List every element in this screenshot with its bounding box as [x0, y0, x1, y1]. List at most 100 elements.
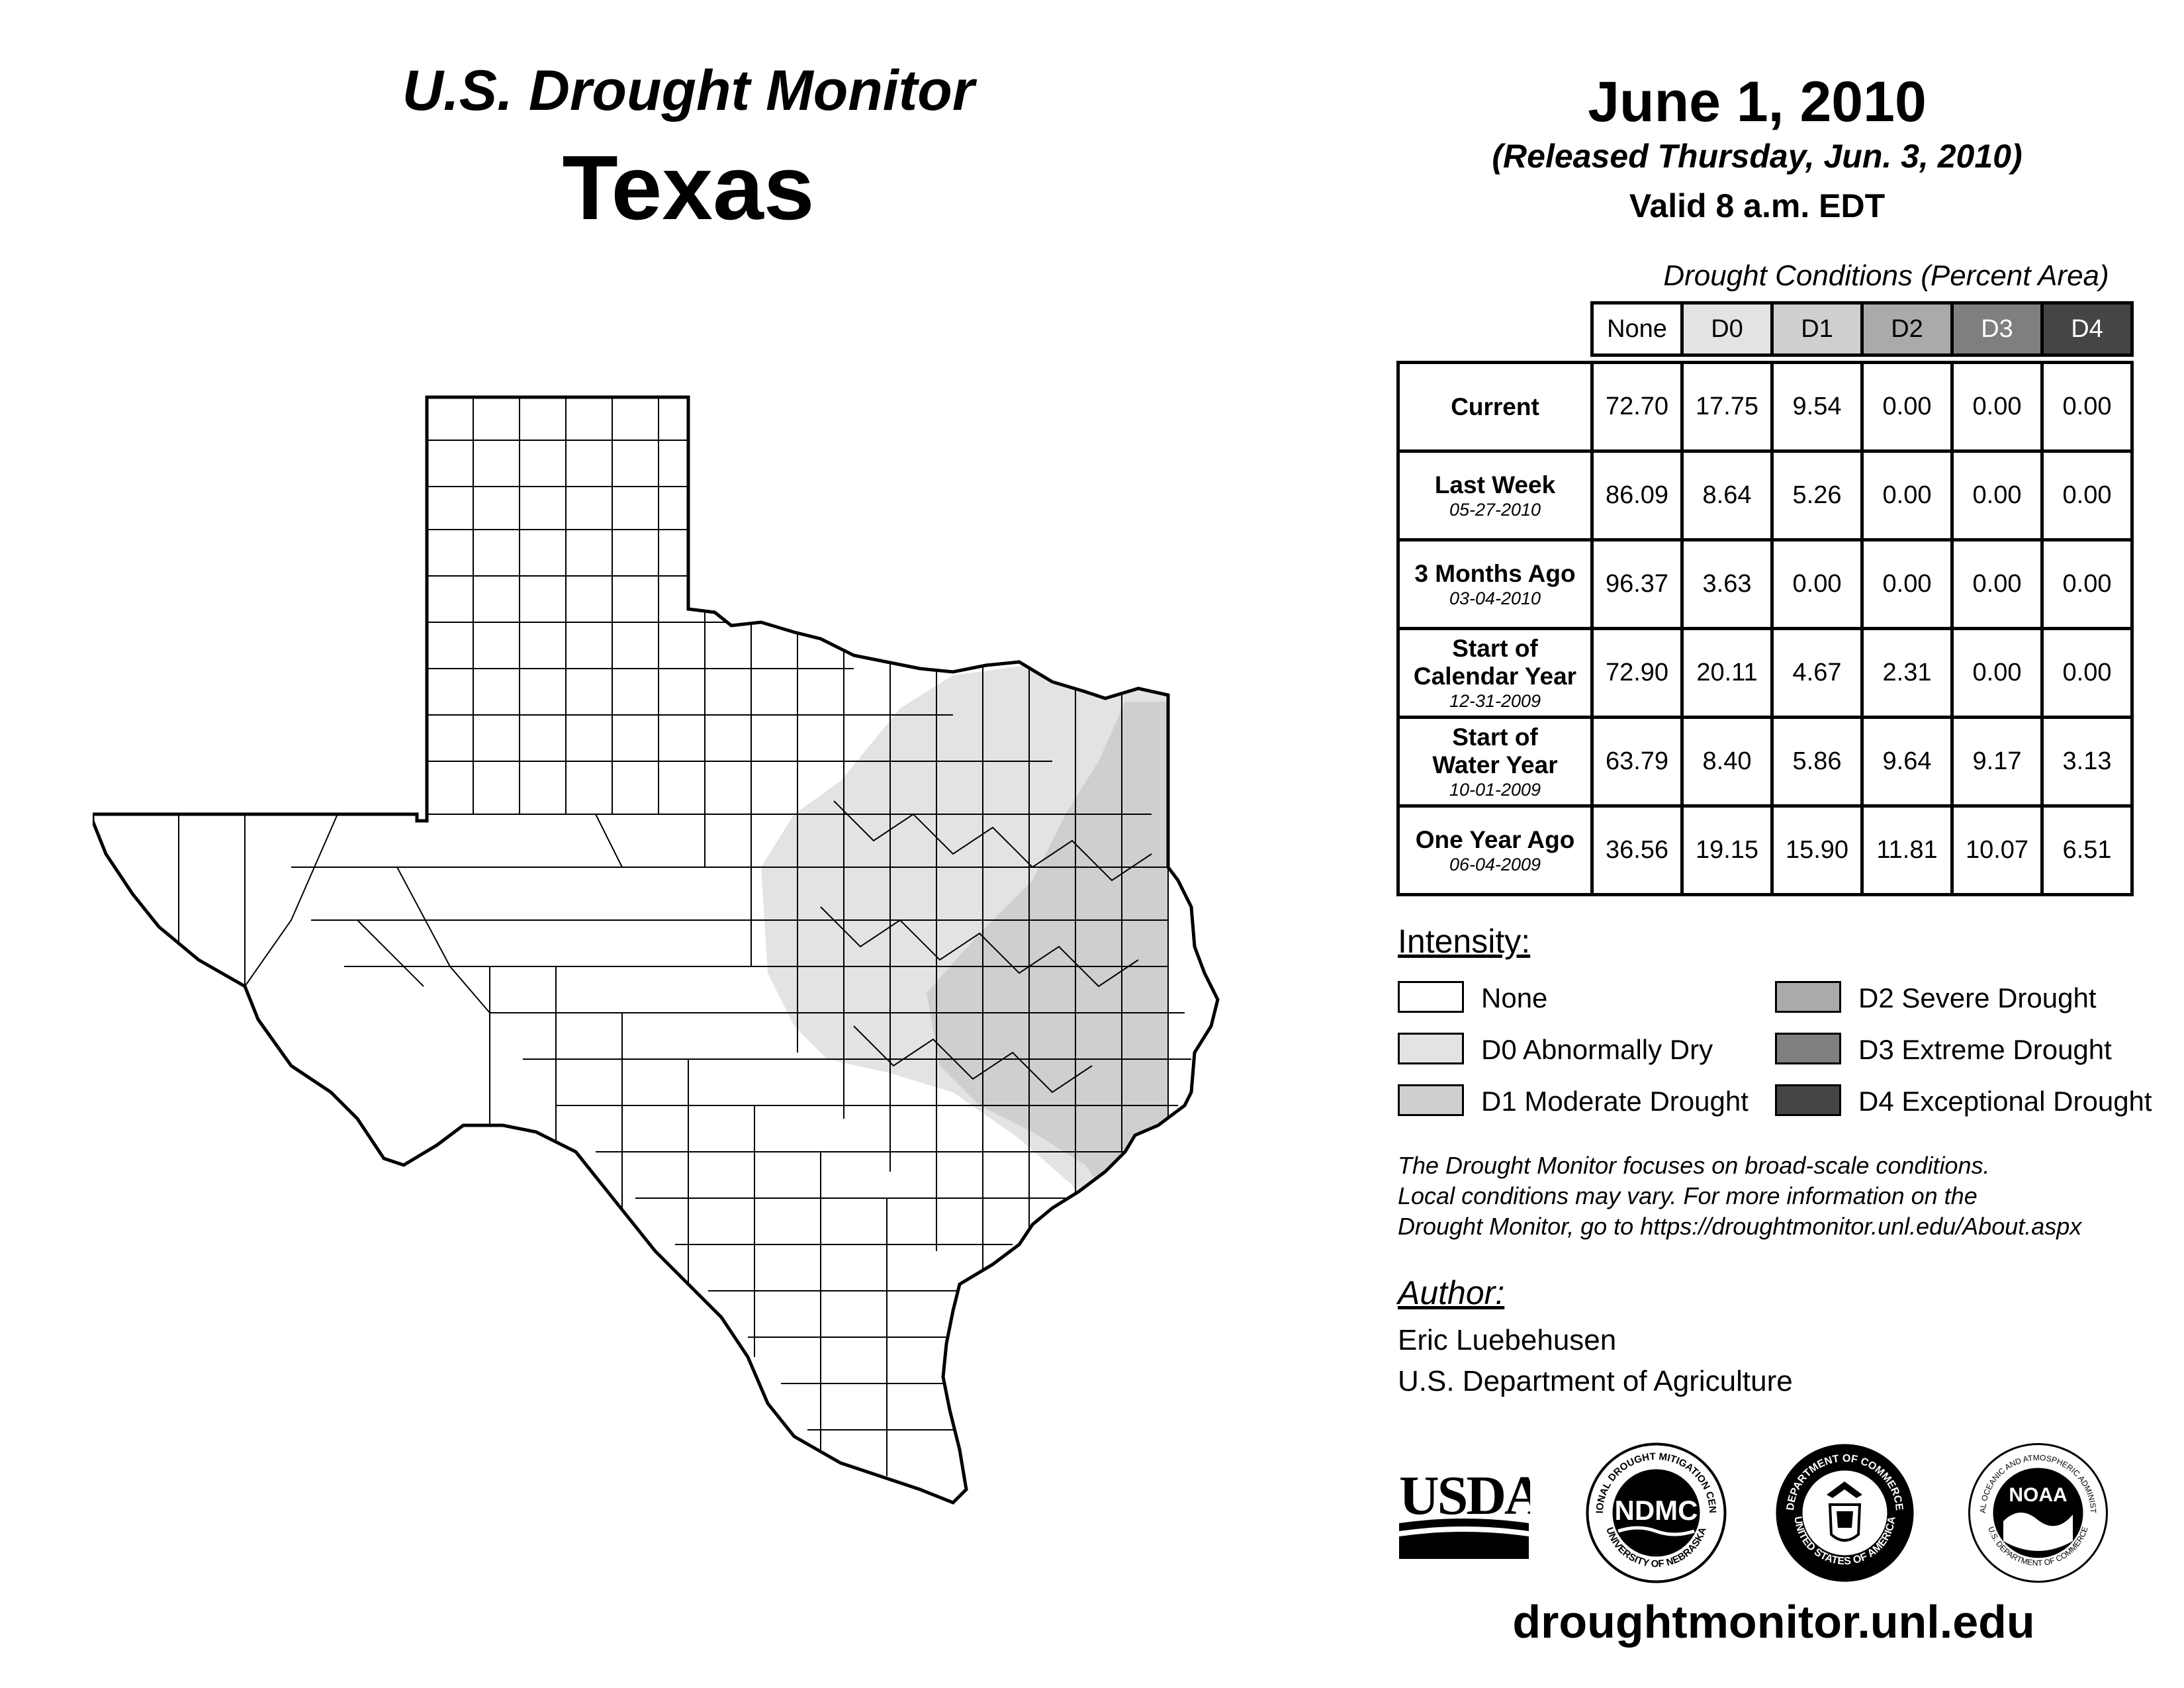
legend-label: None [1481, 982, 1548, 1013]
column-header-d1: D1 [1770, 301, 1864, 357]
table-cell: 0.00 [1950, 361, 2044, 453]
row-label-text: 3 Months Ago [1414, 559, 1576, 587]
column-header-d0: D0 [1680, 301, 1774, 357]
d1-region [927, 702, 1168, 1251]
column-header-d3: D3 [1950, 301, 2044, 357]
row-label: One Year Ago 06-04-2009 [1396, 804, 1594, 896]
row-label-text: One Year Ago [1415, 825, 1575, 853]
column-header-d4: D4 [2040, 301, 2134, 357]
commerce-seal: DEPARTMENT OF COMMERCE UNITED STATES OF … [1776, 1444, 1914, 1582]
table-row: Current 72.70 17.75 9.54 0.00 0.00 0.00 [1396, 361, 2134, 453]
legend-title: Intensity: [1398, 923, 1531, 960]
table-row: Start of Calendar Year 12-31-2009 72.90 20.1… [1396, 627, 2134, 719]
table-cell: 8.64 [1680, 449, 1774, 541]
legend-swatch [1398, 1084, 1464, 1116]
legend-label: D2 Severe Drought [1858, 982, 2097, 1013]
row-date: 12-31-2009 [1449, 690, 1541, 711]
table-corner [1398, 303, 1592, 355]
table-row: Last Week 05-27-2010 86.09 8.64 5.26 0.00 0.00… [1396, 449, 2134, 541]
table-cell: 5.86 [1770, 716, 1864, 808]
author-title: Author: [1398, 1274, 1505, 1311]
row-label: 3 Months Ago 03-04-2010 [1396, 538, 1594, 630]
table-cell: 3.13 [2040, 716, 2134, 808]
table-cell: 63.79 [1590, 716, 1684, 808]
drought-conditions-table: None D0 D1 D2 D3 D4 Current 72.70 17.75 9.5… [1396, 301, 2134, 896]
table-cell: 72.70 [1590, 361, 1684, 453]
texas-drought-map [93, 395, 1220, 1505]
table-row: One Year Ago 06-04-2009 36.56 19.15 15.90 11.… [1396, 804, 2134, 896]
table-cell: 10.07 [1950, 804, 2044, 896]
row-label-text: Start of Water Year [1432, 723, 1558, 778]
table-cell: 36.56 [1590, 804, 1684, 896]
legend-label: D3 Extreme Drought [1858, 1034, 2112, 1065]
table-cell: 3.63 [1680, 538, 1774, 630]
legend-swatch [1775, 981, 1841, 1013]
legend-swatch [1398, 981, 1464, 1013]
legend-label: D0 Abnormally Dry [1481, 1034, 1713, 1065]
table-cell: 0.00 [1950, 449, 2044, 541]
legend-label: D4 Exceptional Drought [1858, 1086, 2152, 1117]
row-label: Start of Water Year 10-01-2009 [1396, 716, 1594, 808]
map-date: June 1, 2010 [1588, 70, 1927, 134]
county-boundaries [178, 397, 1191, 1476]
row-label-text: Last Week [1434, 471, 1556, 498]
state-title: Texas [562, 137, 815, 239]
table-cell: 2.31 [1860, 627, 1954, 719]
noaa-logo-text: NOAA [2009, 1484, 2067, 1506]
table-cell: 9.54 [1770, 361, 1864, 453]
author-organization: U.S. Department of Agriculture [1398, 1365, 1793, 1397]
table-cell: 11.81 [1860, 804, 1954, 896]
table-cell: 0.00 [2040, 538, 2134, 630]
table-cell: 72.90 [1590, 627, 1684, 719]
table-cell: 5.26 [1770, 449, 1864, 541]
table-cell: 4.67 [1770, 627, 1864, 719]
ndmc-logo-text: NDMC [1615, 1495, 1698, 1526]
row-label: Last Week 05-27-2010 [1396, 449, 1594, 541]
table-body: Current 72.70 17.75 9.54 0.00 0.00 0.00 Last We… [1396, 361, 2134, 896]
column-header-none: None [1590, 301, 1684, 357]
ndmc-logo: NATIONAL DROUGHT MITIGATION CENTER UNIVE… [1585, 1442, 1727, 1583]
row-label: Start of Calendar Year 12-31-2009 [1396, 627, 1594, 719]
table-cell: 15.90 [1770, 804, 1864, 896]
column-header-d2: D2 [1860, 301, 1954, 357]
table-cell: 8.40 [1680, 716, 1774, 808]
table-cell: 0.00 [1860, 538, 1954, 630]
release-date: (Released Thursday, Jun. 3, 2010) [1492, 138, 2023, 175]
row-label-text: Current [1451, 393, 1539, 420]
table-cell: 0.00 [1950, 538, 2044, 630]
author-name: Eric Luebehusen [1398, 1324, 1617, 1356]
row-date: 03-04-2010 [1449, 588, 1541, 608]
table-cell: 0.00 [2040, 361, 2134, 453]
table-cell: 6.51 [2040, 804, 2134, 896]
map-series-title: U.S. Drought Monitor [402, 59, 975, 122]
table-cell: 96.37 [1590, 538, 1684, 630]
row-date: 06-04-2009 [1449, 854, 1541, 874]
note-line-3: Drought Monitor, go to https://droughtmo… [1398, 1213, 2082, 1240]
note-line-1: The Drought Monitor focuses on broad-sca… [1398, 1152, 1990, 1179]
table-cell: 17.75 [1680, 361, 1774, 453]
table-row: 3 Months Ago 03-04-2010 96.37 3.63 0.00 0.00 0… [1396, 538, 2134, 630]
table-cell: 19.15 [1680, 804, 1774, 896]
legend-label: D1 Moderate Drought [1481, 1086, 1749, 1117]
legend-swatch [1398, 1033, 1464, 1064]
row-date: 10-01-2009 [1449, 779, 1541, 800]
note-line-2: Local conditions may vary. For more info… [1398, 1182, 1978, 1209]
table-cell: 0.00 [1950, 627, 2044, 719]
table-row: Start of Water Year 10-01-2009 63.79 8.40 5.8… [1396, 716, 2134, 808]
table-cell: 9.17 [1950, 716, 2044, 808]
row-label: Current [1396, 361, 1594, 453]
table-cell: 9.64 [1860, 716, 1954, 808]
table-caption: Drought Conditions (Percent Area) [1663, 259, 2109, 292]
table-cell: 0.00 [1860, 361, 1954, 453]
table-cell: 0.00 [1770, 538, 1864, 630]
table-cell: 86.09 [1590, 449, 1684, 541]
table-cell: 20.11 [1680, 627, 1774, 719]
row-date: 05-27-2010 [1449, 499, 1541, 520]
valid-time: Valid 8 a.m. EDT [1629, 187, 1886, 224]
noaa-logo: NATIONAL OCEANIC AND ATMOSPHERIC ADMINIS… [1967, 1442, 2108, 1583]
table-cell: 0.00 [1860, 449, 1954, 541]
table-cell: 0.00 [2040, 627, 2134, 719]
legend-swatch [1775, 1084, 1841, 1116]
legend-swatch [1775, 1033, 1841, 1064]
texas-state-outline [93, 395, 1220, 1505]
